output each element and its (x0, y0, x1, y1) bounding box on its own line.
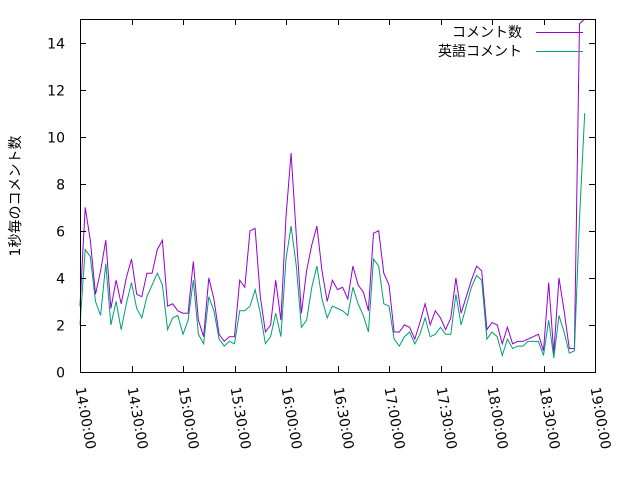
y-tick-label: 8 (56, 178, 65, 194)
y-tick-label: 2 (56, 319, 65, 335)
legend-label-1: コメント数 (452, 25, 522, 41)
y-tick-label: 12 (47, 84, 65, 100)
y-tick-label: 14 (47, 37, 65, 53)
legend-label-2: 英語コメント (438, 43, 522, 60)
y-axis-label: 1秒毎のコメント数 (8, 136, 24, 257)
y-tick-label: 6 (56, 225, 65, 241)
y-tick-label: 10 (47, 131, 65, 147)
series-line-2 (79, 113, 586, 358)
y-axis: 0 2 4 6 8 10 12 14 (47, 37, 595, 382)
y-tick-label: 0 (56, 366, 65, 382)
y-tick-label: 4 (56, 272, 65, 288)
plot-marks (79, 18, 586, 358)
series-line-1 (79, 18, 586, 354)
